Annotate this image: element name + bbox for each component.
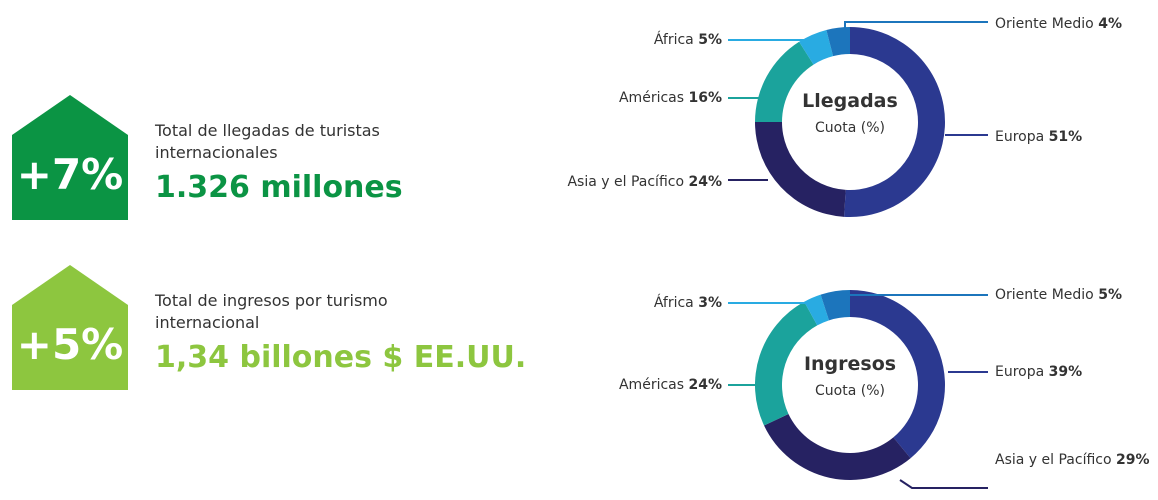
center-subtitle: Cuota (%) (815, 383, 885, 399)
value-label: 39% (1048, 364, 1083, 380)
category-name: Oriente Medio (995, 16, 1094, 32)
house-badge (12, 95, 128, 220)
segment-label: Oriente Medio 5% (995, 283, 1122, 308)
segment-label: Américas 16% (619, 86, 722, 111)
value-label: 5% (698, 32, 722, 48)
center-title: Ingresos (803, 353, 897, 375)
donut-segment (755, 41, 814, 122)
leader-line (728, 302, 823, 312)
stat-total: 1.326 millones (155, 170, 403, 205)
donut-segment (820, 290, 850, 321)
donut-segment (844, 27, 945, 217)
segment-label: África 3% (654, 291, 722, 316)
value-label: 24% (688, 377, 722, 393)
segment-label: Oriente Medio 4% (995, 12, 1122, 37)
leader-line (844, 21, 988, 45)
house-badge (12, 265, 128, 390)
category-name: África (653, 32, 694, 48)
category-name: Oriente Medio (995, 287, 1094, 303)
leader-line (728, 39, 821, 50)
segment-label: África 5% (654, 28, 722, 53)
leader-line (899, 479, 988, 489)
category-name: África (653, 295, 694, 311)
donut-segment (755, 122, 846, 217)
category-name: Europa (995, 364, 1045, 380)
change-value: +7% (16, 150, 124, 199)
category-name: Asia y el Pacífico (567, 174, 685, 190)
center-subtitle: Cuota (%) (815, 120, 885, 136)
category-name: Asia y el Pacífico (995, 452, 1112, 468)
category-name: Américas (618, 377, 685, 393)
segment-label: Europa 39% (995, 360, 1082, 385)
stat-total: 1,34 billones $ EE.UU. (155, 340, 527, 375)
donut-segment (754, 301, 818, 426)
segment-label: Américas 24% (619, 373, 722, 398)
category-name: Europa (995, 129, 1045, 145)
value-label: 24% (688, 174, 722, 190)
value-label: 16% (688, 90, 722, 106)
segment-label: Europa 51% (995, 125, 1082, 150)
value-label: 51% (1048, 129, 1083, 145)
stat-label: Total de ingresos por turismo internacio… (155, 291, 388, 332)
center-title: Llegadas (802, 90, 898, 112)
segment-label: Asia y el Pacífico 29% (995, 448, 1150, 473)
value-label: 4% (1098, 16, 1122, 32)
category-name: Américas (618, 90, 685, 106)
donut-segment (799, 29, 834, 65)
leader-line (844, 294, 988, 312)
donut-segment (850, 290, 945, 459)
value-label: 3% (698, 295, 722, 311)
donut-segment (764, 413, 911, 481)
value-label: 29% (1116, 452, 1150, 468)
value-label: 5% (1098, 287, 1122, 303)
change-value: +5% (16, 320, 124, 369)
stat-label: Total de llegadas de turistas internacio… (155, 121, 380, 162)
segment-label: Asia y el Pacífico 24% (567, 170, 722, 195)
